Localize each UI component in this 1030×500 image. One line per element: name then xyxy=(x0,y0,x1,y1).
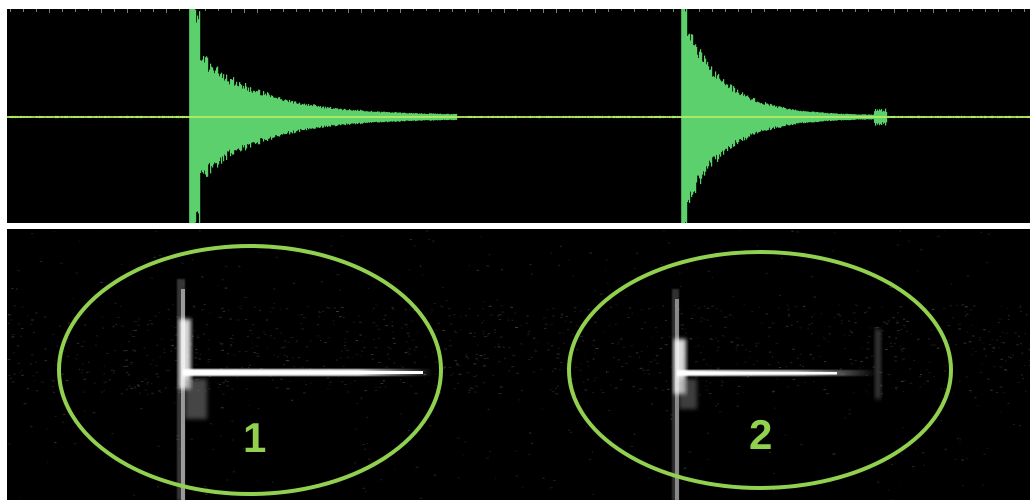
region-label-1: 1 xyxy=(243,414,267,461)
region-label-2: 2 xyxy=(749,411,773,458)
waveform-trace xyxy=(7,9,1030,223)
timeline-ruler-ticks xyxy=(10,9,1025,13)
spectrogram-display xyxy=(7,229,1030,500)
waveform-panel[interactable] xyxy=(7,9,1030,223)
spectrogram-panel[interactable] xyxy=(7,229,1030,500)
waveform-display xyxy=(7,9,1030,223)
spectrogram-event-1 xyxy=(177,279,433,500)
